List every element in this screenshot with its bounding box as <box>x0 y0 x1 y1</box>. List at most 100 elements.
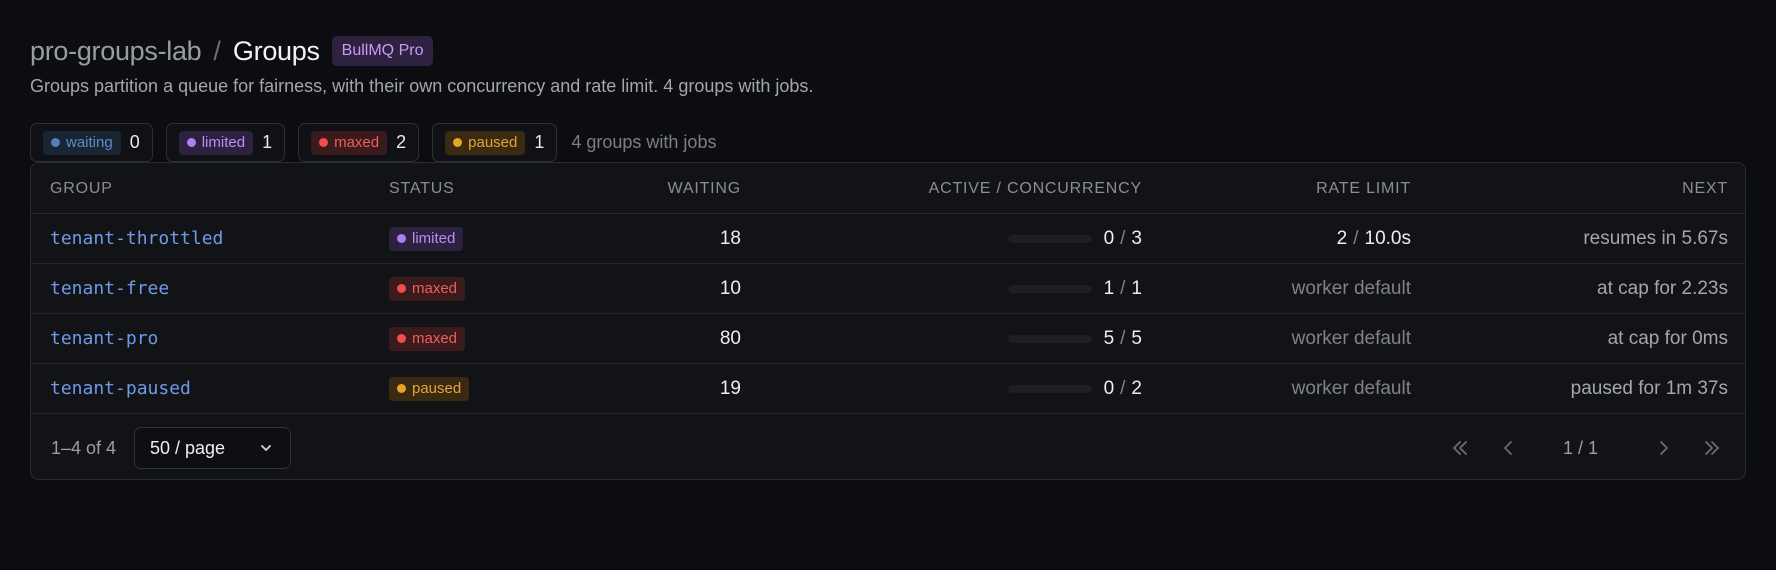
filter-chip-paused[interactable]: paused 1 <box>432 123 558 162</box>
status-label: paused <box>412 380 462 397</box>
table-row[interactable]: tenant-paused paused 19 0/2 worker defau… <box>31 364 1745 414</box>
next-event: paused for 1m 37s <box>1570 377 1728 399</box>
filter-count: 2 <box>396 132 407 152</box>
status-label: maxed <box>412 330 458 347</box>
status-dot-icon <box>186 138 196 147</box>
status-dot-icon <box>397 334 406 343</box>
status-label: maxed <box>412 280 458 297</box>
status-label: maxed <box>334 134 380 151</box>
status-badge: limited <box>389 226 464 251</box>
filters-summary: 4 groups with jobs <box>571 132 717 152</box>
column-header-rate-limit[interactable]: RATE LIMIT <box>1316 180 1411 197</box>
status-cell: maxed <box>389 314 466 363</box>
active-concurrency-cell: 1/1 <box>1007 264 1142 313</box>
concurrency-bar <box>1007 234 1092 243</box>
page-description: Groups partition a queue for fairness, w… <box>30 76 814 96</box>
fraction-slash: / <box>1120 327 1126 349</box>
fraction-slash: / <box>1120 227 1126 249</box>
rate-limit-count: 2 <box>1336 227 1348 249</box>
next-event: at cap for 2.23s <box>1597 277 1728 299</box>
status-badge: maxed <box>389 326 466 351</box>
group-name-link[interactable]: tenant-free <box>50 278 170 299</box>
waiting-count: 80 <box>719 327 741 349</box>
concurrency-bar <box>1007 334 1092 343</box>
status-label: limited <box>201 134 246 151</box>
chevron-down-icon <box>261 445 271 451</box>
rate-limit-window: 10.0s <box>1364 227 1411 249</box>
waiting-count: 18 <box>719 227 741 249</box>
page-title: Groups <box>232 35 320 66</box>
status-label: waiting <box>66 134 113 151</box>
column-header-status[interactable]: STATUS <box>389 180 455 197</box>
active-count: 0 <box>1103 377 1115 399</box>
rate-limit-text: worker default <box>1291 277 1411 299</box>
page-size-value: 50 / page <box>150 437 226 458</box>
next-event: at cap for 0ms <box>1607 327 1728 349</box>
status-dot-icon <box>51 138 60 147</box>
status-dot-icon <box>453 138 463 147</box>
fraction-slash: / <box>1353 227 1359 249</box>
table-row[interactable]: tenant-free maxed 10 1/1 worker default … <box>31 264 1745 314</box>
group-name-link[interactable]: tenant-paused <box>50 378 191 399</box>
pagination-bar: 1–4 of 4 50 / page 1 / 1 <box>31 415 1745 479</box>
status-badge-limited: limited <box>178 130 254 155</box>
page-indicator: 1 / 1 <box>1563 437 1599 458</box>
group-name-link[interactable]: tenant-pro <box>50 328 159 349</box>
chevrons-right-icon[interactable] <box>1700 436 1724 460</box>
page-size-select[interactable]: 50 / page <box>134 427 291 469</box>
filter-count: 1 <box>262 132 273 152</box>
active-count: 0 <box>1103 227 1115 249</box>
status-badge: paused <box>389 376 470 401</box>
active-concurrency-cell: 5/5 <box>1007 314 1142 363</box>
column-header-group[interactable]: GROUP <box>50 180 113 197</box>
status-label: limited <box>412 230 456 247</box>
breadcrumb-queue-name[interactable]: pro-groups-lab <box>30 35 202 66</box>
status-dot-icon <box>319 138 329 147</box>
pagination-range: 1–4 of 4 <box>51 437 117 458</box>
breadcrumb-separator: / <box>213 35 221 66</box>
column-header-waiting[interactable]: WAITING <box>667 180 741 197</box>
breadcrumb: pro-groups-lab / Groups BullMQ Pro <box>30 34 434 68</box>
waiting-count: 19 <box>719 377 741 399</box>
status-badge-maxed: maxed <box>311 130 388 155</box>
concurrency-limit: 3 <box>1131 227 1142 249</box>
chevrons-left-icon[interactable] <box>1448 436 1472 460</box>
status-dot-icon <box>397 384 406 393</box>
status-dot-icon <box>397 234 406 243</box>
active-concurrency-cell: 0/2 <box>1007 364 1142 413</box>
rate-limit-text: worker default <box>1291 327 1411 349</box>
fraction-slash: / <box>1120 377 1126 399</box>
status-badge: maxed <box>389 276 466 301</box>
status-cell: paused <box>389 364 470 413</box>
filter-chip-waiting[interactable]: waiting 0 <box>30 123 153 162</box>
status-filter-bar: waiting 0 limited 1 maxed 2 paused 1 4 g… <box>30 123 716 162</box>
filter-chip-maxed[interactable]: maxed 2 <box>298 123 420 162</box>
rate-limit-cell: 2/10.0s <box>1337 214 1411 263</box>
next-event: resumes in 5.67s <box>1583 227 1728 249</box>
edition-badge: BullMQ Pro <box>331 36 434 66</box>
fraction-slash: / <box>1120 277 1126 299</box>
concurrency-limit: 5 <box>1131 327 1142 349</box>
chevron-right-icon[interactable] <box>1652 436 1676 460</box>
filter-chip-limited[interactable]: limited 1 <box>165 123 286 162</box>
chevron-left-icon[interactable] <box>1496 436 1520 460</box>
filter-count: 0 <box>129 132 140 152</box>
status-dot-icon <box>397 284 406 293</box>
table-row[interactable]: tenant-throttled limited 18 0/3 2/10.0s … <box>31 214 1745 264</box>
status-label: paused <box>468 134 518 151</box>
column-header-active-concurrency[interactable]: ACTIVE / CONCURRENCY <box>928 180 1142 197</box>
concurrency-bar <box>1007 384 1092 393</box>
table-header: GROUP STATUS WAITING ACTIVE / CONCURRENC… <box>31 163 1745 214</box>
concurrency-bar <box>1007 284 1092 293</box>
status-badge-paused: paused <box>445 130 526 155</box>
status-cell: limited <box>389 214 464 263</box>
group-name-link[interactable]: tenant-throttled <box>50 228 224 249</box>
active-count: 1 <box>1103 277 1115 299</box>
active-concurrency-cell: 0/3 <box>1007 214 1142 263</box>
waiting-count: 10 <box>719 277 741 299</box>
status-cell: maxed <box>389 264 466 313</box>
column-header-next[interactable]: NEXT <box>1682 180 1728 197</box>
status-badge-waiting: waiting <box>43 130 121 155</box>
table-row[interactable]: tenant-pro maxed 80 5/5 worker default a… <box>31 314 1745 364</box>
groups-table: GROUP STATUS WAITING ACTIVE / CONCURRENC… <box>30 162 1746 480</box>
